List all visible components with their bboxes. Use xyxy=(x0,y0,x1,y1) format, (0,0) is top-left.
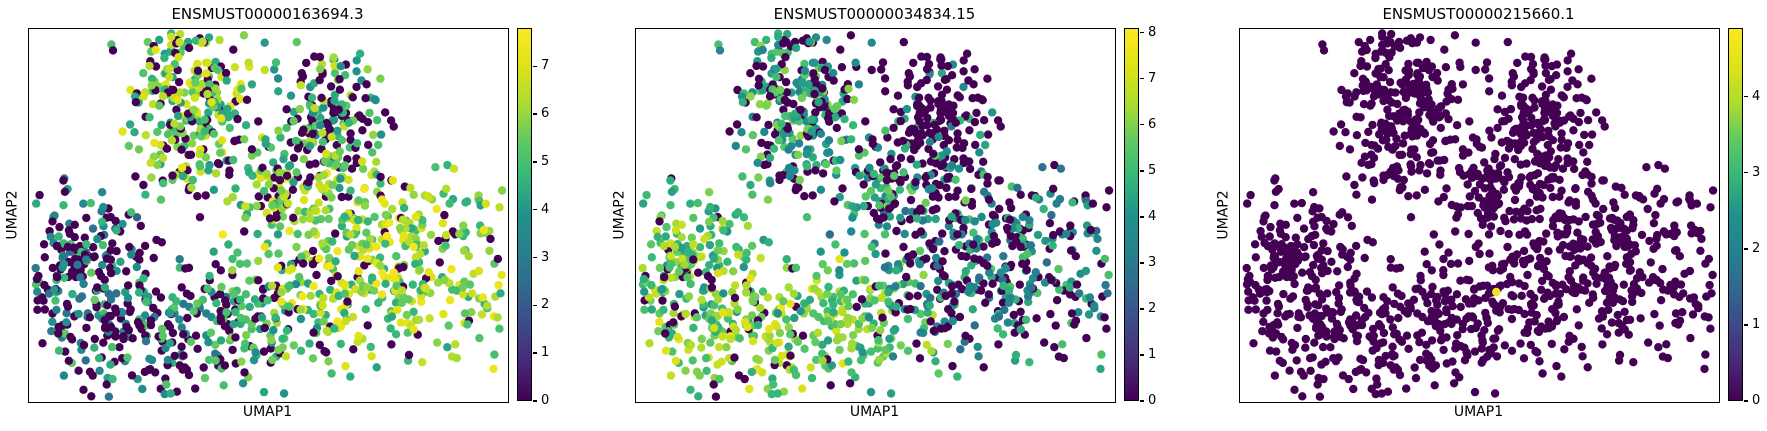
colorbar-tick-mark xyxy=(1744,400,1748,402)
colorbar-tick-label: 3 xyxy=(541,249,550,265)
colorbar-tick-mark xyxy=(533,113,537,115)
scatter-points xyxy=(638,29,1114,401)
y-axis-label: UMAP2 xyxy=(607,28,633,401)
colorbar-tick-mark xyxy=(1744,95,1748,98)
colorbar-tick-label: 3 xyxy=(1148,254,1157,270)
colorbar xyxy=(517,28,532,401)
umap-panel-2: ENSMUST00000034834.15 UMAP2 UMAP1 0 1 2 3 4 5… xyxy=(607,0,1177,431)
plot-area xyxy=(635,28,1116,403)
colorbar-tick-label: 0 xyxy=(541,393,550,408)
colorbar-tick-mark xyxy=(1140,170,1144,172)
colorbar-gradient xyxy=(1125,29,1138,400)
panel-title: ENSMUST00000163694.3 xyxy=(171,5,364,23)
colorbar-tick-label: 5 xyxy=(541,153,550,169)
colorbar-tick-mark xyxy=(1140,31,1144,34)
y-axis-label-text: UMAP2 xyxy=(612,189,629,240)
panel-title: ENSMUST00000034834.15 xyxy=(773,5,976,23)
colorbar-tick-label: 8 xyxy=(1148,24,1157,40)
colorbar xyxy=(1124,28,1139,401)
colorbar-tick-label: 0 xyxy=(1752,393,1761,408)
colorbar-tick-label: 4 xyxy=(541,201,550,217)
colorbar-tick-mark xyxy=(1140,308,1144,310)
colorbar-tick-label: 0 xyxy=(1148,393,1157,408)
colorbar-tick-mark xyxy=(1744,248,1748,250)
y-axis-label-text: UMAP2 xyxy=(1216,189,1233,240)
colorbar-tick-mark xyxy=(1140,216,1144,218)
colorbar-ticks: 0 1 2 3 4 xyxy=(1744,28,1767,408)
colorbar-tick-mark xyxy=(1140,123,1144,126)
colorbar-ticks: 0 1 2 3 4 5 6 7 8 xyxy=(1140,24,1174,408)
x-axis-label: UMAP1 xyxy=(1453,404,1504,420)
colorbar-tick-label: 7 xyxy=(1148,70,1157,86)
colorbar-tick-label: 1 xyxy=(1148,346,1157,362)
umap-panel-1: ENSMUST00000163694.3 UMAP2 UMAP1 0 1 2 3 4 5 6… xyxy=(0,0,570,431)
plot-area xyxy=(1239,28,1720,403)
colorbar-gradient xyxy=(518,29,531,400)
colorbar-tick-label: 6 xyxy=(541,106,550,122)
colorbar-ticks: 0 1 2 3 4 5 6 7 xyxy=(533,28,567,408)
colorbar-tick-label: 6 xyxy=(1148,116,1157,132)
x-axis-label: UMAP1 xyxy=(849,404,900,420)
colorbar-tick-mark xyxy=(1140,400,1144,402)
x-axis-label: UMAP1 xyxy=(242,404,293,420)
colorbar-tick-label: 2 xyxy=(541,297,550,313)
colorbar-tick-label: 5 xyxy=(1148,162,1157,178)
colorbar-tick-label: 4 xyxy=(1752,88,1761,104)
colorbar-tick-label: 7 xyxy=(541,58,550,74)
colorbar-tick-mark xyxy=(1140,354,1144,356)
colorbar-tick-label: 2 xyxy=(1148,300,1157,316)
colorbar-tick-label: 3 xyxy=(1752,164,1761,180)
colorbar xyxy=(1728,28,1743,401)
colorbar-tick-mark xyxy=(533,400,537,402)
colorbar-tick-mark xyxy=(533,208,537,211)
y-axis-label: UMAP2 xyxy=(0,28,26,401)
colorbar-gradient xyxy=(1729,29,1742,400)
scatter-points xyxy=(1242,29,1718,401)
panel-title: ENSMUST00000215660.1 xyxy=(1382,5,1575,23)
y-axis-label-text: UMAP2 xyxy=(5,189,22,240)
colorbar-tick-label: 1 xyxy=(1752,316,1761,332)
colorbar-tick-mark xyxy=(1744,171,1748,174)
y-axis-label: UMAP2 xyxy=(1211,28,1237,401)
plot-area xyxy=(28,28,509,403)
scatter-points xyxy=(31,29,507,401)
umap-panel-3: ENSMUST00000215660.1 UMAP2 UMAP1 0 1 2 3 4 xyxy=(1211,0,1767,431)
colorbar-tick-mark xyxy=(533,304,537,307)
colorbar-tick-mark xyxy=(533,161,537,163)
colorbar-tick-mark xyxy=(533,256,537,259)
colorbar-tick-mark xyxy=(1140,77,1144,80)
colorbar-tick-mark xyxy=(533,352,537,354)
colorbar-tick-mark xyxy=(533,65,537,67)
colorbar-tick-label: 1 xyxy=(541,345,550,361)
colorbar-tick-mark xyxy=(1744,324,1748,326)
colorbar-tick-label: 2 xyxy=(1752,240,1761,256)
colorbar-tick-mark xyxy=(1140,262,1144,264)
colorbar-tick-label: 4 xyxy=(1148,208,1157,224)
